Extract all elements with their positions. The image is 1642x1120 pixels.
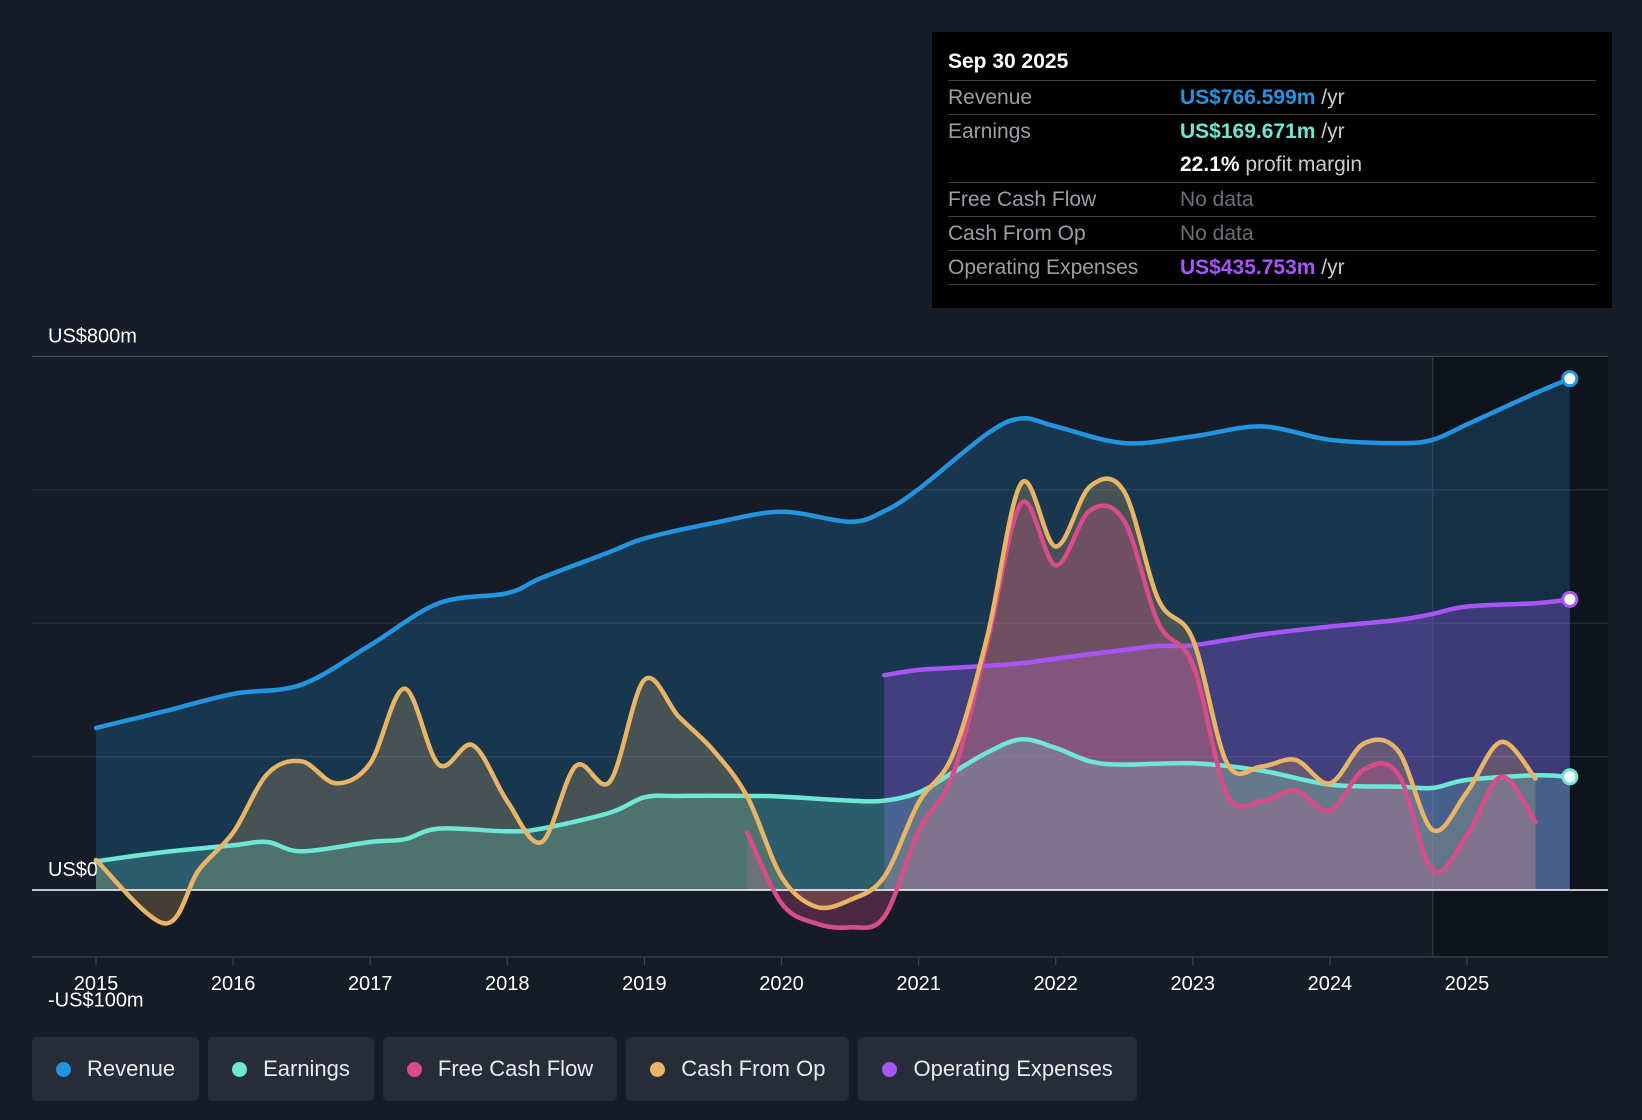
tooltip-label: Cash From Op [948,222,1086,245]
x-tick-label: 2017 [348,973,393,995]
legend-dot-icon [406,1061,422,1077]
tooltip-value: US$435.753m /yr [1180,256,1345,279]
legend-item-free-cash-flow[interactable]: Free Cash Flow [382,1037,618,1101]
tooltip-label: Free Cash Flow [948,188,1097,211]
legend-label: Revenue [87,1056,176,1081]
x-tick-label: 2024 [1308,973,1353,995]
tooltip-value: No data [1180,188,1254,211]
y-axis-label: -US$100m [48,990,144,1012]
forecast-shade [1432,357,1608,957]
tooltip-date: Sep 30 2025 [948,50,1069,73]
legend-dot-icon [882,1061,898,1077]
x-tick-label: 2018 [485,973,530,995]
legend-label: Free Cash Flow [437,1056,594,1081]
tooltip-row: Cash From Op No data [948,216,1596,251]
area-earnings [96,739,1570,890]
line-free-cash-flow [744,499,1538,931]
x-tick-label: 2016 [211,973,256,995]
tooltip-panel: Sep 30 2025 Revenue US$766.599m /yr Earnin… [932,32,1612,308]
x-tick-label: 2023 [1171,973,1216,995]
tooltip-divider [948,284,1596,285]
x-tick-label: 2015 [74,973,119,995]
tooltip-value: No data [1180,222,1254,245]
legend-item-earnings[interactable]: Earnings [208,1037,374,1101]
line-revenue [93,376,1573,731]
tooltip-row: Earnings US$169.671m /yr [948,114,1596,149]
legend-dot-icon [56,1061,71,1077]
x-tick-label: 2025 [1445,973,1490,995]
end-point-earnings [1561,768,1579,786]
tooltip-label: Revenue [948,86,1033,109]
tooltip-label: Earnings [948,120,1031,143]
legend-item-cash-from-op[interactable]: Cash From Op [626,1037,850,1101]
tooltip-row: Free Cash Flow No data [948,182,1596,217]
tooltip-label: Operating Expenses [948,256,1139,279]
x-tick-label: 2021 [896,973,941,995]
legend-label: Cash From Op [681,1056,826,1081]
legend-dot-icon [232,1061,248,1077]
legend-item-revenue[interactable]: Revenue [32,1037,200,1101]
legend-label: Earnings [263,1056,350,1081]
end-point-revenue [1561,370,1579,388]
legend-label: Operating Expenses [913,1056,1113,1081]
legend-dot-icon [650,1061,666,1077]
legend: Revenue Earnings Free Cash Flow Cash From O… [32,1037,1137,1101]
x-tick-label: 2022 [1033,973,1078,995]
area-free-cash-flow [747,501,1536,928]
end-point-operating-expenses [1561,590,1579,608]
area-cash-from-op [96,478,1536,924]
legend-item-operating-expenses[interactable]: Operating Expenses [858,1037,1137,1101]
tooltip-row: Revenue US$766.599m /yr [948,80,1596,115]
tooltip-value: US$766.599m /yr [1180,86,1345,109]
y-axis-label: US$800m [48,325,137,347]
area-operating-expenses [884,599,1570,890]
x-tick-label: 2020 [759,973,804,995]
tooltip-row: 22.1% profit margin [948,148,1596,182]
line-cash-from-op [93,476,1538,926]
tooltip-row: Operating Expenses US$435.753m /yr [948,250,1596,285]
y-axis-label: US$0 [48,859,98,881]
tooltip-value: 22.1% profit margin [1180,153,1363,176]
tooltip-value: US$169.671m /yr [1180,120,1345,143]
x-tick-label: 2019 [622,973,667,995]
